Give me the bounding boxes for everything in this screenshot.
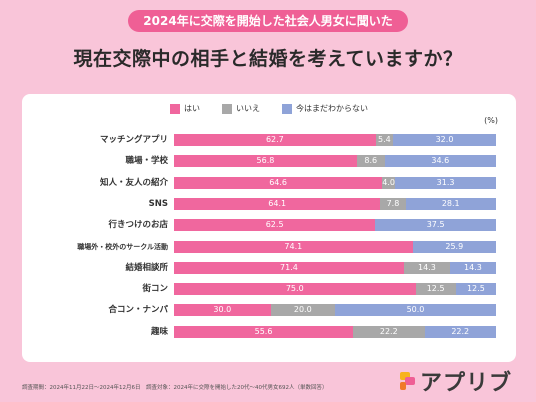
bar-row: 62.5 37.5 xyxy=(174,219,496,232)
bar-segment: 28.1 xyxy=(405,197,496,210)
bar-segment: 5.4 xyxy=(375,134,394,146)
chart-legend: はい いいえ 今はまだわからない xyxy=(22,102,516,116)
bar-segment: 55.6 xyxy=(174,325,354,338)
legend-swatch xyxy=(282,104,292,114)
survey-note: 調査期間：2024年11月22日〜2024年12月6日 調査対象：2024年に交… xyxy=(22,385,328,391)
bar-segment: 74.1 xyxy=(174,240,413,253)
category-label: SNS xyxy=(148,198,168,209)
category-label: 知人・友人の紹介 xyxy=(99,177,168,188)
subtitle-text: 2024年に交際を開始した社会人男女に聞いた xyxy=(143,14,393,28)
chart-card: はい いいえ 今はまだわからない (%) マッチングアプリ 62.7 5.4 32.0 職場… xyxy=(22,94,516,362)
bar-row: 64.1 7.8 28.1 xyxy=(174,197,496,210)
bar-segment: 12.5 xyxy=(455,283,496,296)
bar-segment: 62.7 xyxy=(174,134,376,146)
bar-segment: 30.0 xyxy=(174,304,271,317)
bar-row: 55.6 22.2 22.2 xyxy=(174,325,496,338)
legend-item: 今はまだわからない xyxy=(282,102,368,116)
bar-segment: 12.5 xyxy=(415,283,456,296)
page-title: 現在交際中の相手と結婚を考えていますか？ xyxy=(73,48,463,70)
legend-label: はい xyxy=(184,104,200,113)
bar-segment: 22.2 xyxy=(353,325,425,338)
bar-segment: 50.0 xyxy=(334,304,496,317)
bar-segment: 71.4 xyxy=(174,261,404,274)
bar-segment: 20.0 xyxy=(270,304,335,317)
bar-row: 30.0 20.0 50.0 xyxy=(174,304,496,317)
bar-row: 75.0 12.5 12.5 xyxy=(174,283,496,296)
category-label: 趣味 xyxy=(150,326,168,337)
bar-segment: 64.1 xyxy=(174,197,381,210)
bar-row: 62.7 5.4 32.0 xyxy=(174,134,496,146)
brand-name: アプリブ xyxy=(420,371,513,396)
category-label: 合コン・ナンパ xyxy=(108,305,168,316)
bar-segment: 4.0 xyxy=(382,176,396,189)
bar-row: 56.8 8.6 34.6 xyxy=(174,155,496,168)
legend-label: 今はまだわからない xyxy=(296,104,368,113)
bar-segment: 31.3 xyxy=(395,176,496,189)
bar-segment: 56.8 xyxy=(174,155,357,168)
category-label: マッチングアプリ xyxy=(99,135,168,145)
category-label: 職場外・校外のサークル活動 xyxy=(77,242,168,251)
category-label: 行きつけのお店 xyxy=(108,220,168,231)
bar-segment: 62.5 xyxy=(174,219,376,232)
category-label: 結婚相談所 xyxy=(125,262,168,273)
brand-icon xyxy=(398,370,416,392)
subtitle-pill: 2024年に交際を開始した社会人男女に聞いた xyxy=(128,10,408,32)
legend-item: いいえ xyxy=(222,102,260,116)
bar-segment: 37.5 xyxy=(375,219,496,232)
bar-segment: 14.3 xyxy=(403,261,450,274)
bar-row: 64.6 4.0 31.3 xyxy=(174,176,496,189)
legend-label: いいえ xyxy=(236,104,260,113)
bar-segment: 32.0 xyxy=(393,134,496,146)
bar-segment: 7.8 xyxy=(380,197,406,210)
bar-segment: 14.3 xyxy=(449,261,496,274)
bar-segment: 25.9 xyxy=(412,240,496,253)
bar-segment: 34.6 xyxy=(384,155,496,168)
bar-segment: 22.2 xyxy=(424,325,496,338)
brand-logo: アプリブ xyxy=(398,364,512,398)
legend-swatch xyxy=(222,104,232,114)
bar-segment: 64.6 xyxy=(174,176,383,189)
unit-label: (%) xyxy=(484,116,498,125)
category-label: 街コン xyxy=(142,284,168,295)
legend-item: はい xyxy=(170,102,200,116)
bar-segment: 8.6 xyxy=(356,155,385,168)
legend-swatch xyxy=(170,104,180,114)
bar-row: 74.1 25.9 xyxy=(174,240,496,253)
category-label: 職場・学校 xyxy=(125,156,168,167)
bar-segment: 75.0 xyxy=(174,283,416,296)
bar-row: 71.4 14.3 14.3 xyxy=(174,261,496,274)
